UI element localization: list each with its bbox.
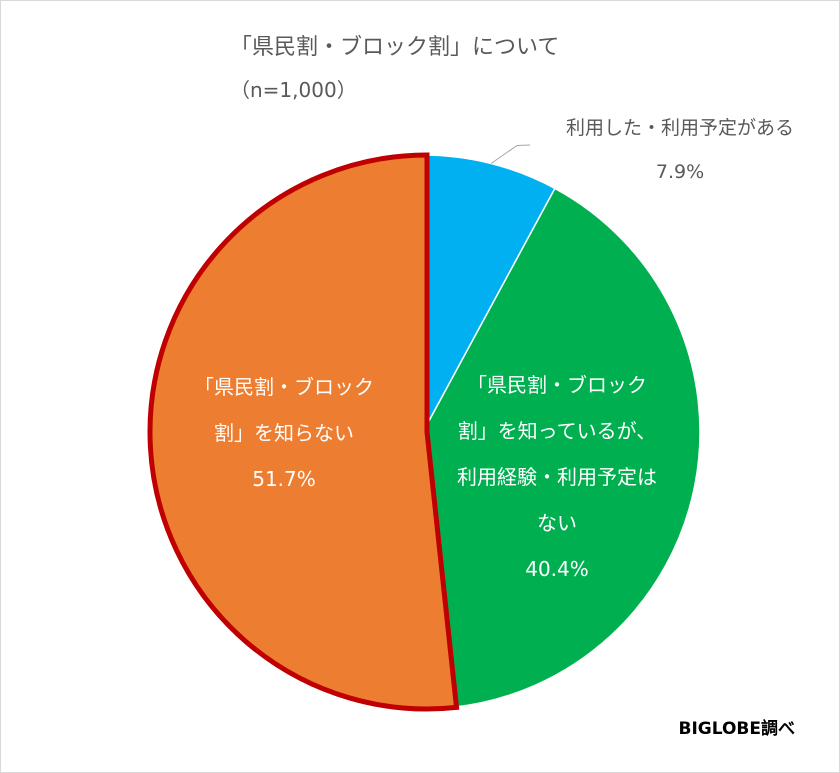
slice-label-line: 割」を知らない xyxy=(214,421,354,445)
chart-title: 「県民割・ブロック割」について xyxy=(230,35,560,60)
slice-value-label: 7.9% xyxy=(656,161,704,183)
slice-label: 「県民割・ブロック割」を知らない 51.7% xyxy=(194,375,374,491)
chart-subtitle: （n=1,000） xyxy=(230,78,357,102)
source-credit: BIGLOBE調べ xyxy=(678,719,796,739)
slice-value-label: 40.4% xyxy=(525,557,589,581)
slice-label: 「県民割・ブロック割」を知っているが、利用経験・利用予定はない 40.4% xyxy=(457,373,657,581)
leader-line xyxy=(490,144,531,164)
slice-label-line: 「県民割・ブロック xyxy=(467,373,647,397)
pie-slice xyxy=(422,187,701,709)
slice-label-line: 割」を知っているが、 xyxy=(458,419,657,443)
slice-label-line: 「県民割・ブロック xyxy=(194,375,374,399)
slice-label: 利用した・利用予定がある 7.9% xyxy=(566,117,794,183)
slice-label-line: 利用した・利用予定がある xyxy=(566,117,794,139)
slice-label-line: ない xyxy=(537,511,577,535)
pie-slice xyxy=(147,152,460,712)
slice-label-line: 利用経験・利用予定は xyxy=(457,465,657,489)
slice-value-label: 51.7% xyxy=(252,467,316,491)
